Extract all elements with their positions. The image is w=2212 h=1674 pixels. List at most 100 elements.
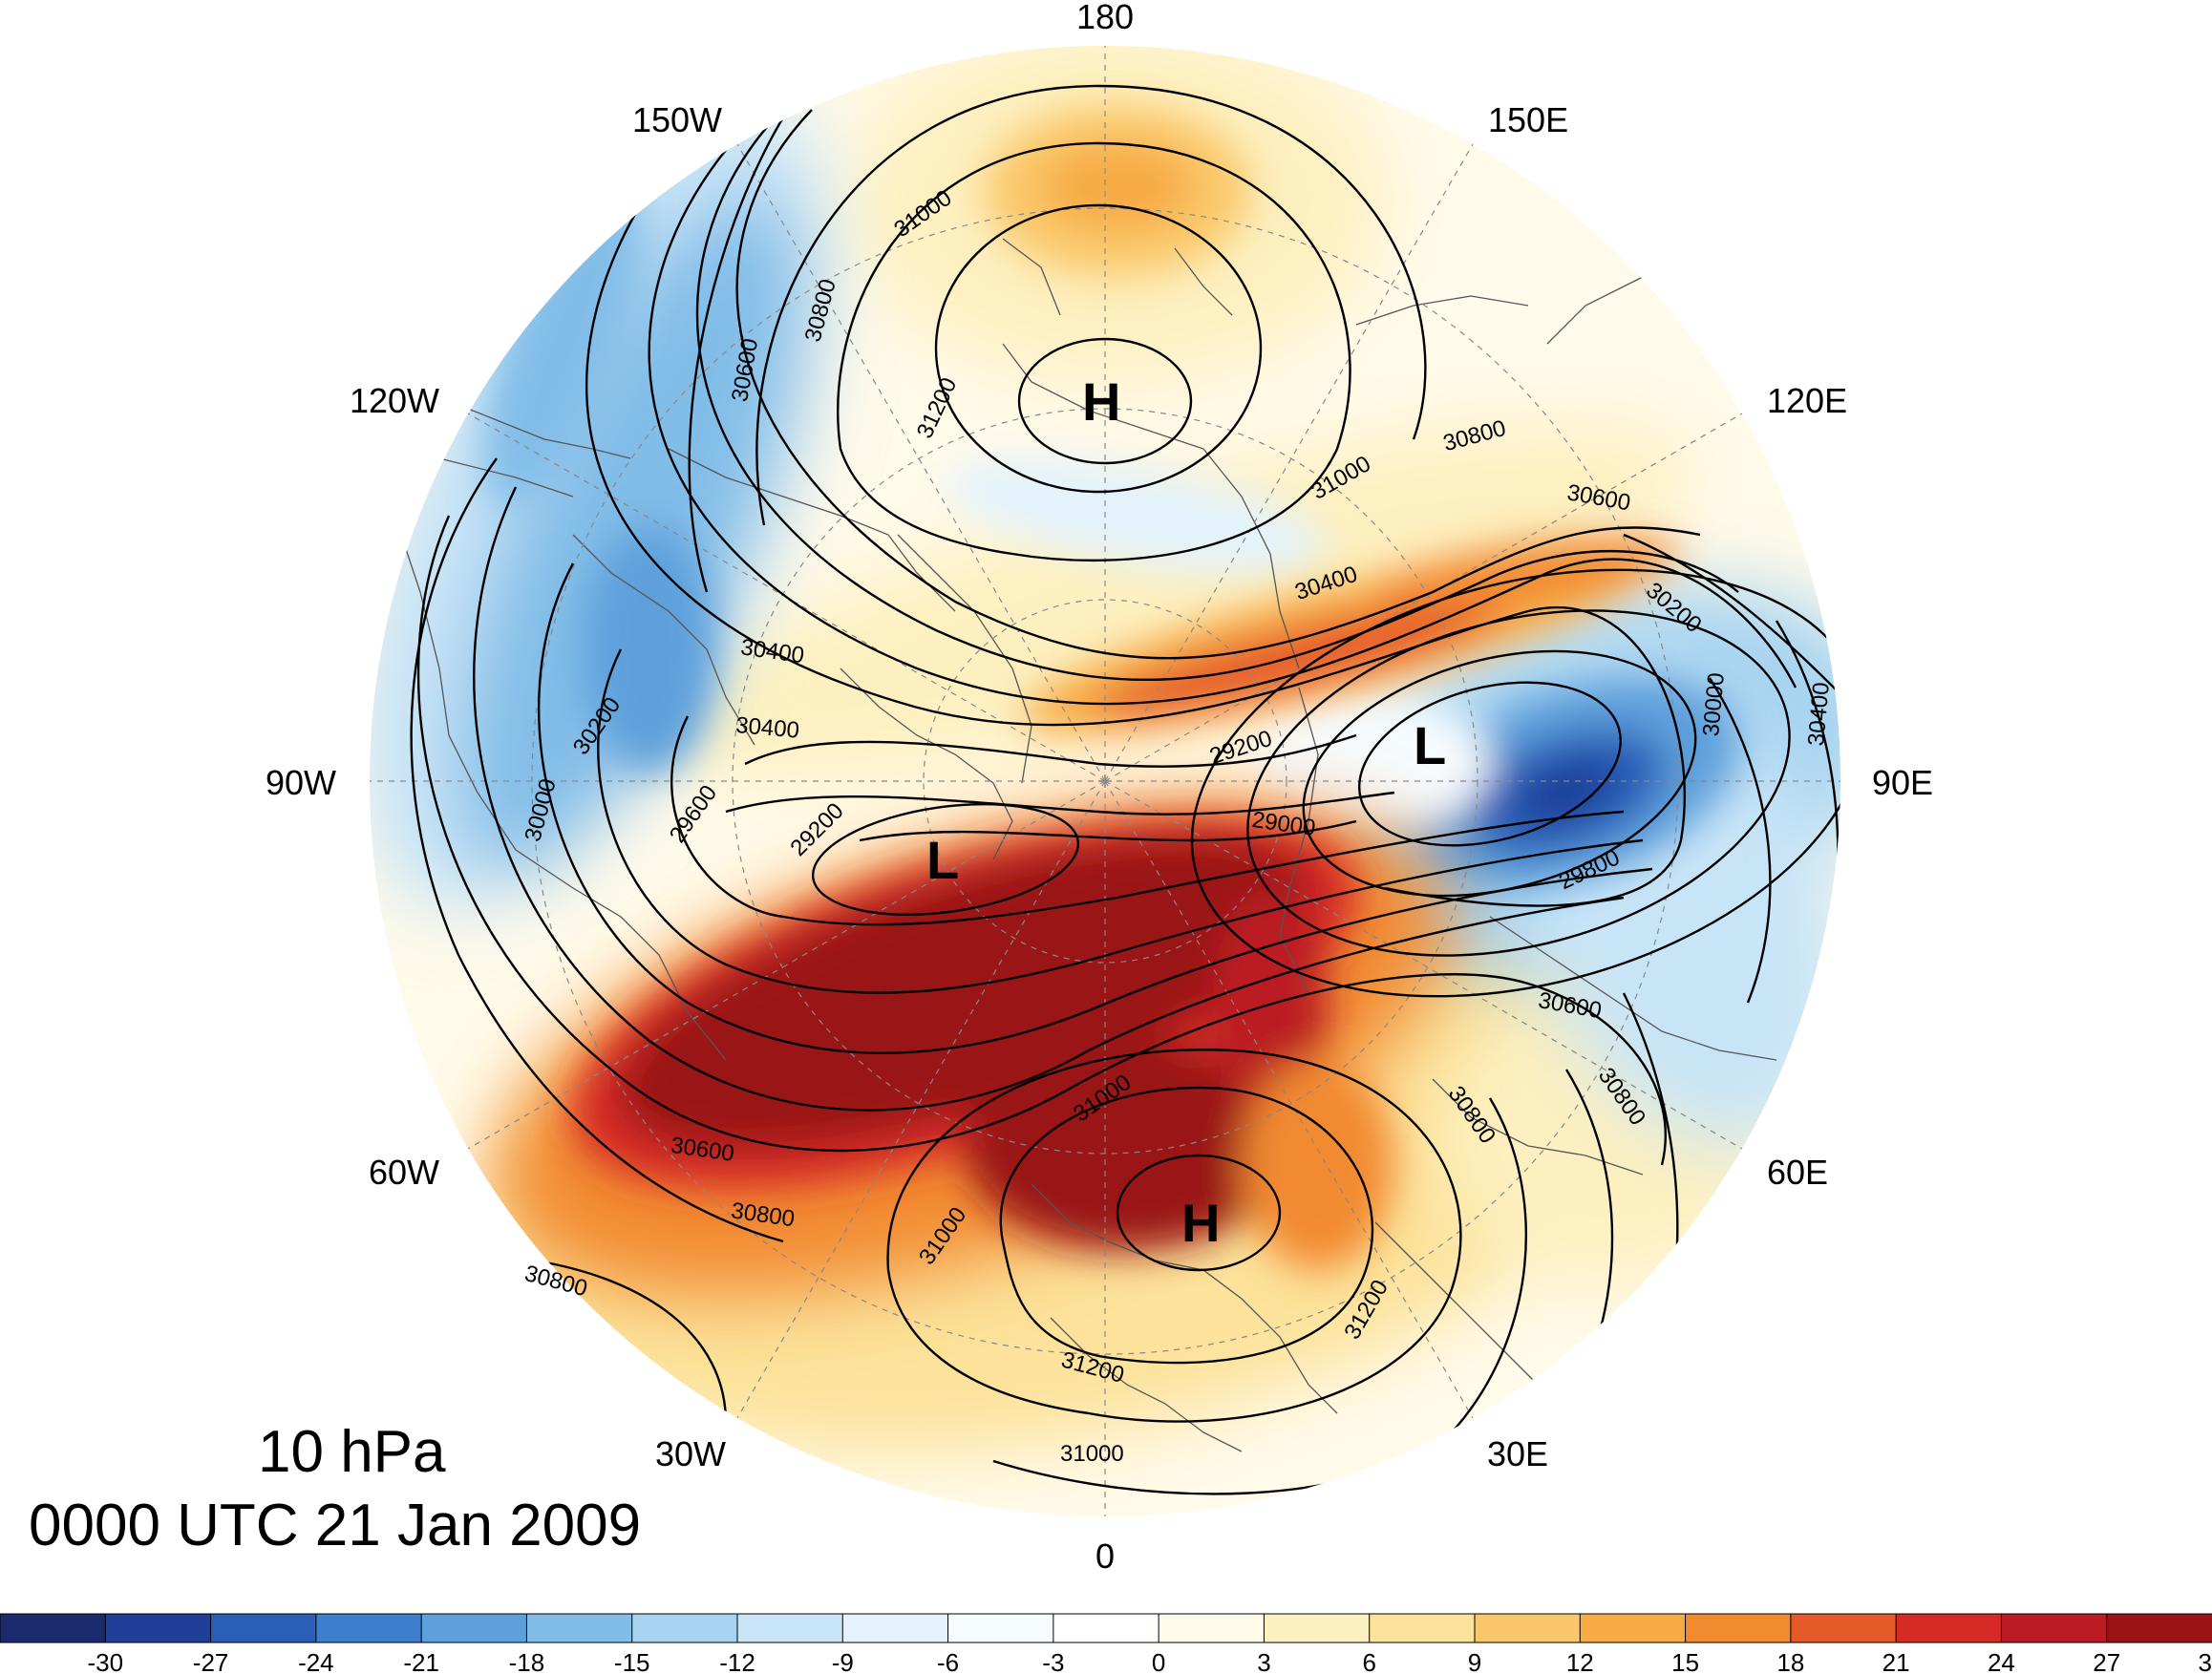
contour-line: [1017, 337, 1193, 465]
contour-line: [1190, 568, 1840, 998]
contour-line: [999, 1086, 1374, 1365]
colorbar-tick-label: 9: [1468, 1648, 1481, 1674]
contour-line: [811, 802, 1080, 917]
colorbar: -30 -27 -24 -21 -18 -15 -12 -9 -6 -3 0 3 6 9 12 15 18 21 2…: [0, 1613, 2212, 1674]
longitude-label: 60W: [369, 1153, 439, 1192]
contour-label: 30400: [734, 712, 800, 744]
longitude-label: 90E: [1872, 763, 1933, 802]
colorbar-tick-label: 27: [2093, 1648, 2120, 1674]
colorbar-swatch: [947, 1613, 1054, 1643]
colorbar-tick-label: -12: [719, 1648, 755, 1674]
contour-line: [837, 141, 1351, 562]
colorbar-swatch: [315, 1613, 423, 1643]
longitude-label: 120W: [350, 381, 439, 420]
colorbar-tick-label: 18: [1776, 1648, 1804, 1674]
longitude-labels: 180 150E 120E 90E 60E 30E 0 30W 60W 90W …: [266, 0, 1933, 1576]
colorbar-swatch: [1685, 1613, 1792, 1643]
contour-line: [725, 791, 1395, 816]
colorbar-tick-label: 12: [1566, 1648, 1594, 1674]
colorbar-tick-label: 0: [1152, 1648, 1165, 1674]
longitude-label: 180: [1076, 0, 1134, 36]
longitude-label: 120E: [1767, 381, 1847, 420]
contour-line: [755, 84, 1427, 526]
contour-label: 30400: [1803, 681, 1835, 747]
contour-line: [1357, 681, 1623, 847]
colorbar-tick-label: -6: [937, 1648, 959, 1674]
colorbar-swatch: [0, 1613, 107, 1643]
colorbar-tick-label: 3: [1257, 1648, 1270, 1674]
colorbar-tick-label: 6: [1362, 1648, 1375, 1674]
longitude-label: 0: [1095, 1536, 1115, 1576]
contour-line: [538, 562, 1653, 1054]
colorbar-swatch: [1158, 1613, 1266, 1643]
longitude-label: 150W: [632, 100, 722, 139]
pressure-level-title: 10 hPa: [258, 1419, 446, 1485]
colorbar-tick-label: 30: [2199, 1648, 2212, 1674]
colorbar-swatch: [104, 1613, 212, 1643]
colorbar-tick-label: 15: [1671, 1648, 1699, 1674]
colorbar-tick-label: -27: [193, 1648, 229, 1674]
colorbar-tick-label: -21: [403, 1648, 439, 1674]
colorbar-tick-label: -15: [614, 1648, 650, 1674]
colorbar-swatch: [525, 1613, 633, 1643]
contour-label: 31000: [1060, 1441, 1124, 1467]
contour-line: [585, 161, 1686, 907]
height-contours: [370, 66, 1840, 1495]
anomaly-shading: [370, 46, 1840, 1516]
pole-marker: [1098, 774, 1112, 788]
colorbar-swatch: [2000, 1613, 2108, 1643]
longitude-label: 30W: [655, 1434, 726, 1473]
colorbar-swatch: [1369, 1613, 1476, 1643]
contour-line: [1708, 677, 1772, 1004]
high-center-label: H: [1181, 1193, 1220, 1253]
colorbar-swatch: [1895, 1613, 2003, 1643]
longitude-label: 150E: [1488, 100, 1568, 139]
contour-line: [648, 138, 1797, 706]
high-center-label: H: [1082, 371, 1120, 432]
colorbar-tick-label: -24: [298, 1648, 334, 1674]
contour-line: [1116, 1154, 1282, 1272]
pressure-centers: H H L L: [926, 371, 1446, 1253]
contour-line: [597, 648, 1644, 994]
colorbar-tick-label: 24: [1988, 1648, 2015, 1674]
contour-line: [934, 203, 1263, 494]
colorbar-tick-label: 21: [1882, 1648, 1910, 1674]
colorbar-swatch: [631, 1613, 739, 1643]
longitude-label: 60E: [1767, 1153, 1828, 1192]
timestamp-title: 0000 UTC 21 Jan 2009: [29, 1493, 642, 1558]
colorbar-swatch: [1263, 1613, 1371, 1643]
low-center-label: L: [1414, 715, 1446, 775]
longitude-label: 30E: [1487, 1434, 1548, 1473]
colorbar-tick-label: -3: [1042, 1648, 1064, 1674]
contour-line: [670, 715, 1625, 926]
contour-line: [410, 457, 784, 1243]
contour-line: [1246, 609, 1791, 957]
contour-line: [886, 1049, 1462, 1423]
contour-line: [744, 733, 1357, 768]
contour-line: [859, 819, 1357, 842]
colorbar-swatch: [210, 1613, 317, 1643]
colorbar-tick-label: -18: [509, 1648, 545, 1674]
colorbar-swatch: [2106, 1613, 2212, 1643]
colorbar-tick-label: -30: [87, 1648, 123, 1674]
contour-line: [473, 486, 1625, 1112]
low-center-label: L: [926, 830, 959, 890]
contour-line: [695, 118, 1739, 682]
colorbar-tick-label: -9: [832, 1648, 854, 1674]
contour-line: [534, 1259, 728, 1424]
colorbar-swatch: [736, 1613, 844, 1643]
colorbar-swatch: [420, 1613, 528, 1643]
colorbar-swatch: [1579, 1613, 1687, 1643]
contour-line: [735, 109, 1701, 660]
colorbar-swatch: [1790, 1613, 1898, 1643]
colorbar-swatch: [841, 1613, 949, 1643]
contour-label: 30000: [1698, 671, 1730, 737]
contour-line: [1623, 533, 1840, 698]
colorbar-swatch: [1053, 1613, 1160, 1643]
contour-line: [416, 515, 1668, 1166]
graticule: [370, 46, 1840, 1516]
colorbar-swatch: [1474, 1613, 1582, 1643]
longitude-label: 90W: [266, 763, 336, 802]
contour-line: [1302, 649, 1697, 898]
